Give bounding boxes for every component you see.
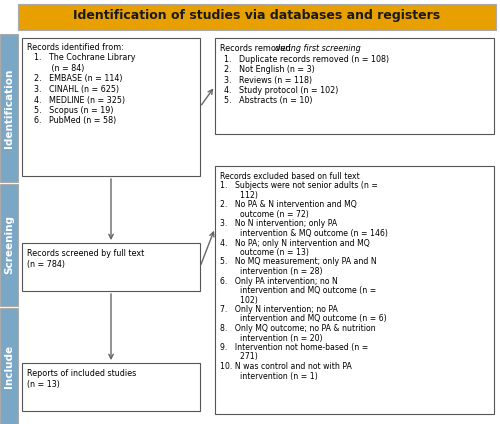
Bar [22, 38, 200, 176]
Text: 2.   No PA & N intervention and MQ: 2. No PA & N intervention and MQ [220, 201, 357, 209]
Bar [215, 166, 494, 414]
Text: Identification: Identification [4, 68, 14, 148]
Text: 4.   No PA; only N intervention and MQ: 4. No PA; only N intervention and MQ [220, 238, 370, 248]
Text: 2.   Not English (n = 3): 2. Not English (n = 3) [224, 65, 315, 74]
Text: 5.   No MQ measurement; only PA and N: 5. No MQ measurement; only PA and N [220, 257, 376, 267]
Text: (n = 784): (n = 784) [27, 259, 65, 268]
Text: 7.   Only N intervention; no PA: 7. Only N intervention; no PA [220, 305, 338, 314]
Text: intervention & MQ outcome (n = 146): intervention & MQ outcome (n = 146) [220, 229, 388, 238]
Text: (n = 84): (n = 84) [34, 64, 84, 73]
Text: 2.   EMBASE (n = 114): 2. EMBASE (n = 114) [34, 75, 122, 84]
Text: 4.   Study protocol (n = 102): 4. Study protocol (n = 102) [224, 86, 338, 95]
Text: outcome (n = 13): outcome (n = 13) [220, 248, 309, 257]
Text: Identification of studies via databases and registers: Identification of studies via databases … [74, 9, 440, 22]
Text: 271): 271) [220, 352, 258, 362]
Text: outcome (n = 72): outcome (n = 72) [220, 210, 309, 219]
Text: Include: Include [4, 344, 14, 388]
Text: 5.   Scopus (n = 19): 5. Scopus (n = 19) [34, 106, 114, 115]
Bar [0, 308, 18, 424]
Text: 3.   Reviews (n = 118): 3. Reviews (n = 118) [224, 75, 312, 84]
Text: 102): 102) [220, 296, 258, 304]
Bar [0, 34, 18, 182]
Text: 6.   Only PA intervention; no N: 6. Only PA intervention; no N [220, 276, 338, 285]
Bar [215, 38, 494, 134]
Text: Reports of included studies: Reports of included studies [27, 369, 136, 378]
Text: Records excluded based on full text: Records excluded based on full text [220, 172, 360, 181]
Text: Screening: Screening [4, 215, 14, 274]
Text: intervention and MQ outcome (n =: intervention and MQ outcome (n = [220, 286, 376, 295]
Text: 5.   Abstracts (n = 10): 5. Abstracts (n = 10) [224, 97, 312, 106]
Bar [18, 4, 496, 30]
Text: :: : [345, 44, 348, 53]
Text: 9.   Intervention not home-based (n =: 9. Intervention not home-based (n = [220, 343, 368, 352]
Text: intervention (n = 1): intervention (n = 1) [220, 371, 318, 380]
Text: during first screening: during first screening [275, 44, 361, 53]
Bar [0, 184, 18, 306]
Text: Records removed: Records removed [220, 44, 293, 53]
Text: intervention (n = 28): intervention (n = 28) [220, 267, 322, 276]
Text: 8.   Only MQ outcome; no PA & nutrition: 8. Only MQ outcome; no PA & nutrition [220, 324, 376, 333]
Text: 10. N was control and not with PA: 10. N was control and not with PA [220, 362, 352, 371]
Text: 4.   MEDLINE (n = 325): 4. MEDLINE (n = 325) [34, 95, 125, 104]
Text: 112): 112) [220, 191, 258, 200]
Text: 1.   The Cochrane Library: 1. The Cochrane Library [34, 53, 136, 62]
Text: Records identified from:: Records identified from: [27, 43, 124, 52]
Text: Records screened by full text: Records screened by full text [27, 249, 144, 258]
Text: 3.   No N intervention; only PA: 3. No N intervention; only PA [220, 220, 337, 229]
Bar [22, 363, 200, 411]
Bar [22, 243, 200, 291]
Text: (n = 13): (n = 13) [27, 379, 60, 388]
Text: intervention (n = 20): intervention (n = 20) [220, 334, 322, 343]
Text: 3.   CINAHL (n = 625): 3. CINAHL (n = 625) [34, 85, 119, 94]
Text: 1.   Subjects were not senior adults (n =: 1. Subjects were not senior adults (n = [220, 181, 378, 190]
Text: intervention and MQ outcome (n = 6): intervention and MQ outcome (n = 6) [220, 315, 386, 324]
Text: 1.   Duplicate records removed (n = 108): 1. Duplicate records removed (n = 108) [224, 55, 389, 64]
Text: 6.   PubMed (n = 58): 6. PubMed (n = 58) [34, 117, 116, 126]
